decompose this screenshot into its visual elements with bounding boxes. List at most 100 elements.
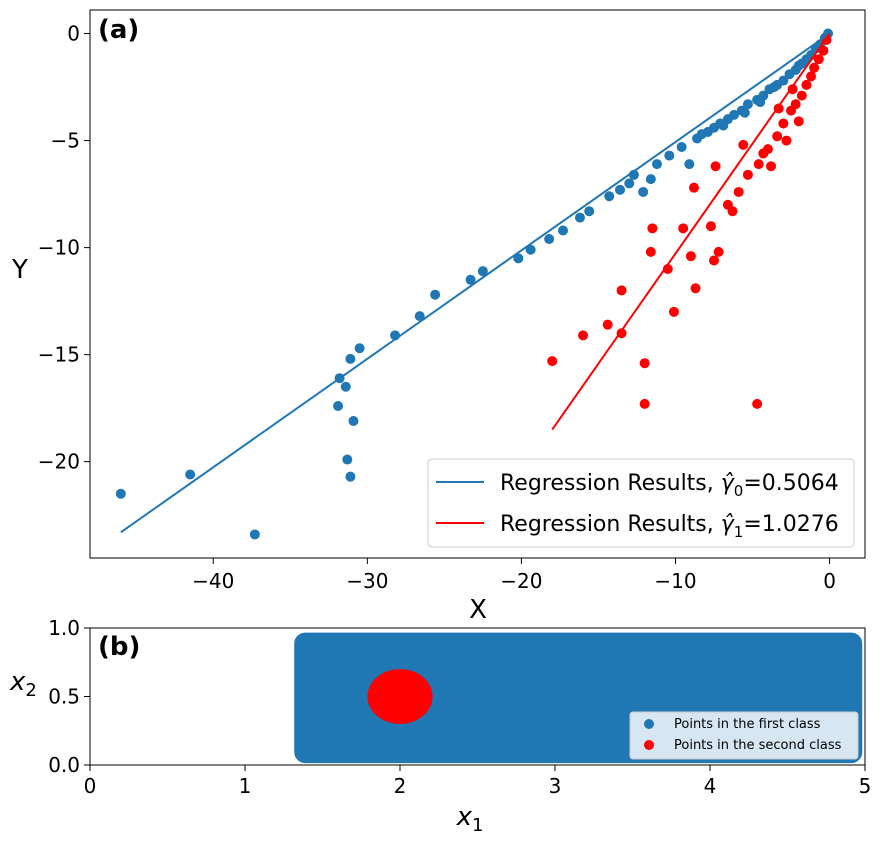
second-class-point: [790, 99, 801, 110]
first-class-point: [525, 244, 536, 255]
second-class-point: [709, 255, 720, 266]
panel-b-xlabel-main: x: [456, 802, 473, 832]
x-tick-label: 5: [859, 774, 872, 798]
y-tick-label: 0.5: [48, 685, 80, 709]
first-class-point: [345, 471, 356, 482]
first-class-point: [584, 206, 595, 217]
y-tick-label: −20: [38, 450, 80, 474]
second-class-point: [616, 285, 627, 296]
first-class-point: [544, 234, 555, 245]
second-class-point: [578, 330, 589, 341]
first-class-point: [615, 184, 626, 195]
regression-line-red: [551, 32, 831, 431]
y-tick-label: −5: [51, 129, 80, 153]
legend-entry-1-value: =1.0276: [743, 512, 838, 537]
panel-a-marks: [115, 28, 834, 540]
first-class-point: [185, 469, 196, 480]
y-tick-label: 0.0: [48, 753, 80, 777]
first-class-point: [793, 60, 804, 71]
first-class-point: [604, 191, 615, 202]
second-class-point: [639, 358, 650, 369]
second-class-point: [639, 398, 650, 409]
x-tick-label: 2: [394, 774, 407, 798]
first-class-point: [558, 225, 569, 236]
second-class-point: [602, 319, 613, 330]
y-tick-label: 0: [67, 22, 80, 46]
first-class-point: [354, 343, 365, 354]
legend-entry-1-prefix: Regression Results,: [500, 512, 721, 537]
panel-b-ylabel-sub: 2: [25, 680, 36, 701]
legend-entry-0-value: =0.5064: [743, 471, 838, 496]
second-class-point: [547, 356, 558, 367]
legend-entry-1: Regression Results, γ̂1=1.0276: [500, 512, 839, 541]
second-class-point: [772, 131, 783, 142]
y-tick-label: 1.0: [48, 616, 80, 640]
second-class-point: [781, 135, 792, 146]
first-class-point: [513, 253, 524, 264]
legend-marker-first-class: [644, 719, 654, 729]
second-class-region: [367, 669, 433, 724]
second-class-point: [766, 161, 777, 172]
panel-a-label: (a): [98, 15, 139, 45]
second-class-point: [809, 62, 820, 73]
first-class-point: [664, 150, 675, 161]
legend-entry-0: Regression Results, γ̂0=0.5064: [500, 471, 839, 500]
y-tick-label: −15: [38, 343, 80, 367]
legend-entry-0-sub: 0: [734, 482, 744, 500]
panel-b: 0 1 2 3 4 50.00.51.0 (b) x1 x2 Points in the …: [9, 616, 871, 836]
first-class-point: [778, 75, 789, 86]
second-class-point: [818, 45, 829, 56]
panel-a-ylabel: Y: [11, 255, 28, 285]
first-class-point: [729, 109, 740, 120]
x-tick-label: −30: [346, 569, 388, 593]
second-class-point: [678, 223, 689, 234]
panel-b-legend-box: [629, 711, 859, 760]
first-class-point: [684, 159, 695, 170]
second-class-point: [705, 221, 716, 232]
second-class-point: [733, 186, 744, 197]
first-class-point: [348, 416, 359, 426]
legend-entry-0-symbol: γ̂: [721, 471, 735, 496]
panel-a-legend: Regression Results, γ̂0=0.5064 Regressio…: [427, 458, 855, 548]
first-class-point: [718, 120, 729, 131]
legend-label-first-class: Points in the first class: [674, 717, 821, 732]
second-class-point: [645, 246, 656, 257]
second-class-point: [762, 144, 773, 155]
panel-b-ylabel-main: x: [9, 667, 26, 697]
regression-line-blue: [120, 32, 831, 534]
x-tick-label: 0: [84, 774, 97, 798]
panel-a-frame: [89, 9, 866, 559]
second-class-point: [793, 116, 804, 127]
second-class-point: [727, 206, 738, 217]
second-class-point: [787, 84, 798, 95]
y-tick-label: −10: [38, 236, 80, 260]
first-class-point: [645, 174, 656, 185]
second-class-point: [738, 139, 749, 150]
first-class-point: [638, 186, 649, 197]
panel-b-legend: Points in the first class Points in the …: [629, 711, 859, 760]
second-class-point: [710, 161, 721, 172]
second-class-point: [742, 169, 753, 180]
panel-a-legend-box: [427, 458, 855, 548]
first-class-point: [477, 266, 488, 277]
second-class-point: [796, 90, 807, 101]
x-tick-label: −20: [500, 569, 542, 593]
x-tick-label: −40: [192, 569, 234, 593]
legend-label-second-class: Points in the second class: [674, 738, 842, 753]
second-class-point: [647, 223, 658, 234]
first-class-point: [414, 311, 425, 322]
first-class-point: [340, 381, 351, 392]
second-class-point: [778, 118, 789, 129]
second-class-point: [685, 251, 696, 262]
panel-b-xlabel-sub: 1: [472, 815, 483, 836]
first-class-point: [696, 129, 707, 140]
second-class-point: [753, 159, 764, 170]
legend-entry-1-sub: 1: [734, 523, 744, 541]
x-tick-label: 1: [239, 774, 252, 798]
first-class-point: [742, 99, 753, 110]
second-class-point: [806, 71, 817, 82]
panel-a: −40 −30 −20 −10 0 0 −5 −10 −15 −20 (a) X Y Regres…: [11, 9, 866, 625]
second-class-point: [690, 283, 701, 294]
legend-entry-0-prefix: Regression Results,: [500, 471, 721, 496]
